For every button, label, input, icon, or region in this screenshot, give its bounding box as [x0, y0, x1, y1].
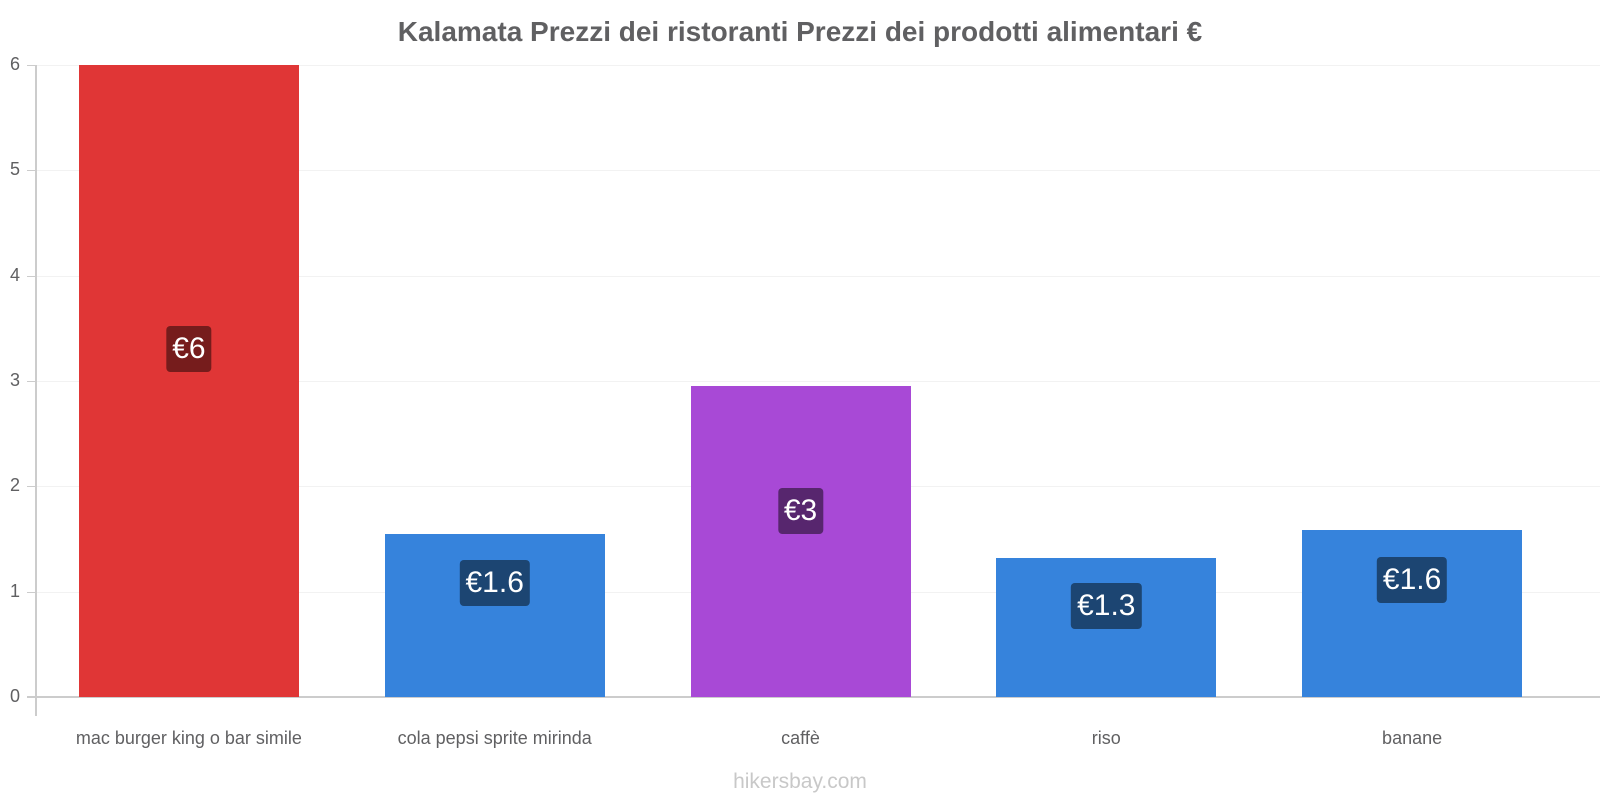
y-tick-label: 0 [9, 686, 20, 706]
y-tick-mark [27, 381, 36, 382]
value-label: €3 [777, 487, 824, 534]
value-label: €6 [166, 326, 212, 373]
bar-2[interactable] [690, 386, 911, 697]
x-axis-line [27, 696, 1600, 698]
x-category-label: caffè [781, 728, 820, 748]
y-tick-mark [27, 65, 36, 66]
bar-0[interactable] [78, 65, 299, 697]
x-category-label: banane [1382, 728, 1443, 748]
y-tick-mark [27, 170, 36, 172]
watermark: hikersbay.com [733, 770, 867, 793]
y-tick-label: 1 [9, 580, 20, 601]
value-label: €1.6 [459, 559, 530, 606]
y-tick-mark [27, 591, 36, 593]
value-label: €1.6 [1376, 556, 1448, 603]
gridline [36, 170, 1600, 172]
value-label: €1.3 [1071, 582, 1142, 629]
x-category-label: riso [1091, 728, 1121, 748]
bar-4[interactable] [1302, 529, 1523, 697]
y-tick-label: 3 [9, 370, 20, 390]
y-tick-label: 5 [9, 159, 20, 180]
y-tick-mark [27, 486, 36, 488]
gridline [36, 381, 1600, 382]
y-tick-label: 2 [9, 475, 20, 496]
gridline [36, 65, 1600, 66]
y-axis-line [35, 65, 37, 716]
x-category-label: cola pepsi sprite mirinda [397, 728, 592, 748]
y-tick-label: 4 [9, 264, 20, 285]
y-tick-mark [27, 275, 36, 277]
gridline [36, 275, 1600, 277]
bar-1[interactable] [384, 533, 605, 697]
y-tick-label: 6 [9, 54, 20, 74]
x-category-label: mac burger king o bar simile [75, 728, 302, 748]
chart-title: Kalamata Prezzi dei ristoranti Prezzi de… [397, 16, 1203, 47]
